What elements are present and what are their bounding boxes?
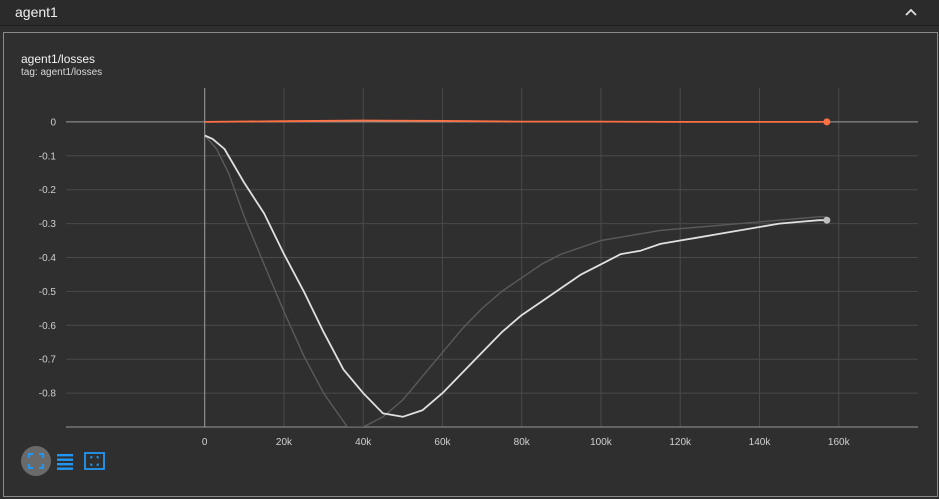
series-white-raw-line bbox=[204, 135, 827, 427]
series-white-smoothed-end-marker bbox=[823, 216, 831, 224]
x-tick-label: 120k bbox=[669, 437, 692, 448]
series-orange-line bbox=[204, 119, 827, 123]
y-tick-label: -0.6 bbox=[39, 321, 57, 332]
run-group-header[interactable]: agent1 bbox=[0, 0, 939, 26]
y-tick-label: 0 bbox=[50, 117, 56, 128]
chart-card: agent1/losses tag: agent1/losses 0 20k 40k… bbox=[3, 32, 938, 497]
y-tick-label: -0.4 bbox=[39, 253, 57, 264]
x-tick-label: 100k bbox=[590, 437, 613, 448]
select-region-button[interactable] bbox=[82, 449, 108, 475]
x-tick-label: 0 bbox=[202, 437, 208, 448]
toggle-lines-icon bbox=[57, 454, 73, 470]
run-group-title: agent1 bbox=[15, 4, 58, 20]
x-tick-label: 40k bbox=[355, 437, 372, 448]
x-tick-label: 160k bbox=[828, 437, 851, 448]
x-tick-label: 140k bbox=[749, 437, 772, 448]
y-tick-label: -0.7 bbox=[39, 355, 57, 366]
y-tick-label: -0.1 bbox=[39, 151, 57, 162]
x-tick-label: 20k bbox=[276, 437, 293, 448]
chevron-up-icon[interactable] bbox=[903, 4, 919, 20]
y-tick-label: -0.2 bbox=[39, 185, 57, 196]
chart-tag: tag: agent1/losses bbox=[21, 67, 103, 78]
toggle-lines-button[interactable] bbox=[53, 449, 79, 475]
chart-end-markers bbox=[823, 118, 831, 224]
series-white-smoothed-line bbox=[204, 134, 827, 418]
y-tick-label: -0.8 bbox=[39, 389, 57, 400]
y-tick-label: -0.3 bbox=[39, 219, 57, 230]
losses-chart[interactable]: 0 20k 40k 60k 80k 100k 120k 140k 160k 0 -0.1 -0.2 -0… bbox=[4, 33, 937, 496]
chart-title: agent1/losses bbox=[21, 52, 96, 66]
fit-domain-button[interactable] bbox=[21, 446, 51, 476]
chart-series bbox=[204, 119, 827, 427]
select-region-icon bbox=[84, 452, 105, 470]
y-tick-label: -0.5 bbox=[39, 287, 57, 298]
series-orange-end-marker bbox=[823, 118, 831, 126]
chart-tick-labels: 0 20k 40k 60k 80k 100k 120k 140k 160k 0 -0.1 -0.2 -0… bbox=[39, 117, 851, 448]
x-tick-label: 80k bbox=[514, 437, 531, 448]
chart-grid bbox=[66, 88, 918, 427]
fit-domain-icon bbox=[28, 453, 44, 469]
x-tick-label: 60k bbox=[434, 437, 451, 448]
